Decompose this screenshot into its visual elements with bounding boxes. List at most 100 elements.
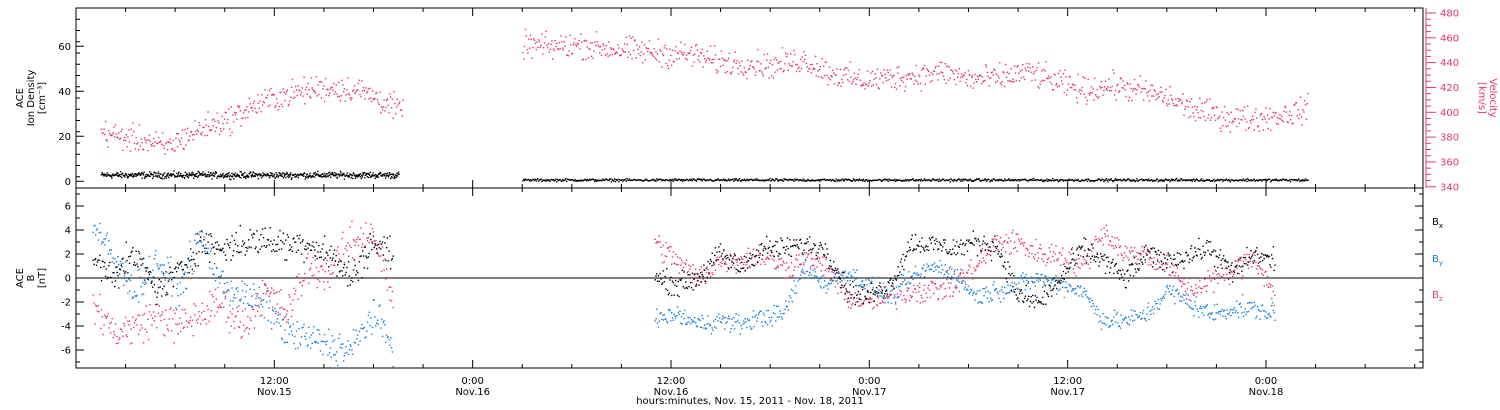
data-point: [1269, 286, 1271, 288]
data-point: [814, 68, 816, 70]
data-point: [575, 180, 577, 182]
data-point: [390, 173, 392, 175]
data-point: [811, 179, 813, 181]
data-point: [684, 43, 686, 46]
data-point: [913, 272, 915, 274]
data-point: [752, 316, 754, 318]
data-point: [830, 75, 832, 77]
data-point: [922, 268, 924, 270]
data-point: [680, 264, 682, 266]
data-point: [237, 290, 239, 293]
data-point: [730, 179, 732, 181]
data-point: [1156, 97, 1159, 99]
data-point: [375, 92, 377, 95]
data-point: [102, 241, 104, 244]
data-point: [697, 178, 699, 181]
data-point: [1254, 111, 1256, 114]
data-point: [947, 273, 950, 275]
data-point: [724, 71, 727, 74]
data-point: [931, 264, 933, 267]
data-point: [905, 75, 908, 77]
data-point: [964, 286, 966, 288]
data-point: [780, 257, 783, 260]
data-point: [863, 285, 865, 287]
data-point: [328, 171, 331, 173]
data-point: [795, 285, 797, 287]
data-point: [381, 109, 384, 111]
data-point: [343, 355, 346, 357]
data-point: [769, 62, 771, 64]
data-point: [876, 68, 879, 70]
data-point: [892, 285, 894, 288]
data-point: [208, 175, 210, 178]
data-point: [300, 336, 303, 338]
data-point: [265, 173, 267, 176]
data-point: [112, 173, 114, 175]
data-point: [1085, 96, 1087, 99]
data-point: [972, 180, 974, 182]
data-point: [146, 268, 148, 270]
data-point: [700, 52, 703, 54]
data-point: [283, 175, 286, 177]
data-point: [747, 179, 750, 182]
data-point: [158, 175, 160, 177]
data-point: [550, 178, 552, 181]
data-point: [1075, 179, 1078, 181]
data-point: [1000, 289, 1003, 291]
data-point: [871, 180, 873, 182]
data-point: [952, 295, 954, 297]
data-point: [101, 316, 103, 318]
data-point: [993, 178, 995, 180]
data-point: [639, 179, 641, 181]
data-point: [526, 179, 528, 181]
data-point: [1288, 114, 1290, 117]
data-point: [846, 179, 848, 181]
data-point: [192, 174, 194, 176]
data-point: [885, 289, 888, 291]
data-point: [821, 275, 823, 277]
data-point: [942, 72, 944, 74]
data-point: [738, 178, 741, 180]
data-point: [579, 179, 581, 181]
data-point: [542, 53, 544, 55]
data-point: [103, 324, 105, 326]
data-point: [371, 90, 374, 92]
data-point: [299, 282, 301, 284]
data-point: [134, 295, 137, 297]
data-point: [314, 341, 317, 344]
data-point: [609, 54, 611, 56]
data-point: [552, 179, 554, 181]
data-point: [1053, 179, 1055, 181]
data-point: [937, 297, 940, 300]
data-point: [786, 277, 789, 279]
data-point: [228, 289, 230, 292]
data-point: [1180, 99, 1182, 101]
data-point: [604, 178, 607, 180]
data-point: [1286, 121, 1288, 123]
data-point: [971, 76, 973, 78]
data-point: [1013, 289, 1015, 291]
data-point: [949, 77, 951, 79]
data-point: [339, 260, 341, 262]
data-point: [301, 173, 303, 176]
data-point: [895, 179, 898, 181]
data-point: [533, 39, 536, 42]
data-point: [737, 319, 739, 321]
data-point: [342, 231, 344, 234]
data-point: [685, 323, 687, 325]
data-point: [229, 300, 232, 302]
data-point: [851, 83, 853, 85]
data-point: [914, 180, 917, 182]
data-point: [192, 172, 194, 175]
data-point: [319, 174, 321, 177]
data-point: [105, 234, 108, 237]
data-point: [985, 179, 987, 181]
data-point: [742, 263, 745, 266]
data-point: [573, 42, 575, 44]
data-point: [336, 176, 339, 179]
data-point: [908, 271, 910, 273]
data-point: [862, 286, 865, 289]
data-point: [95, 229, 98, 231]
data-point: [1071, 246, 1074, 249]
data-point: [97, 239, 99, 241]
